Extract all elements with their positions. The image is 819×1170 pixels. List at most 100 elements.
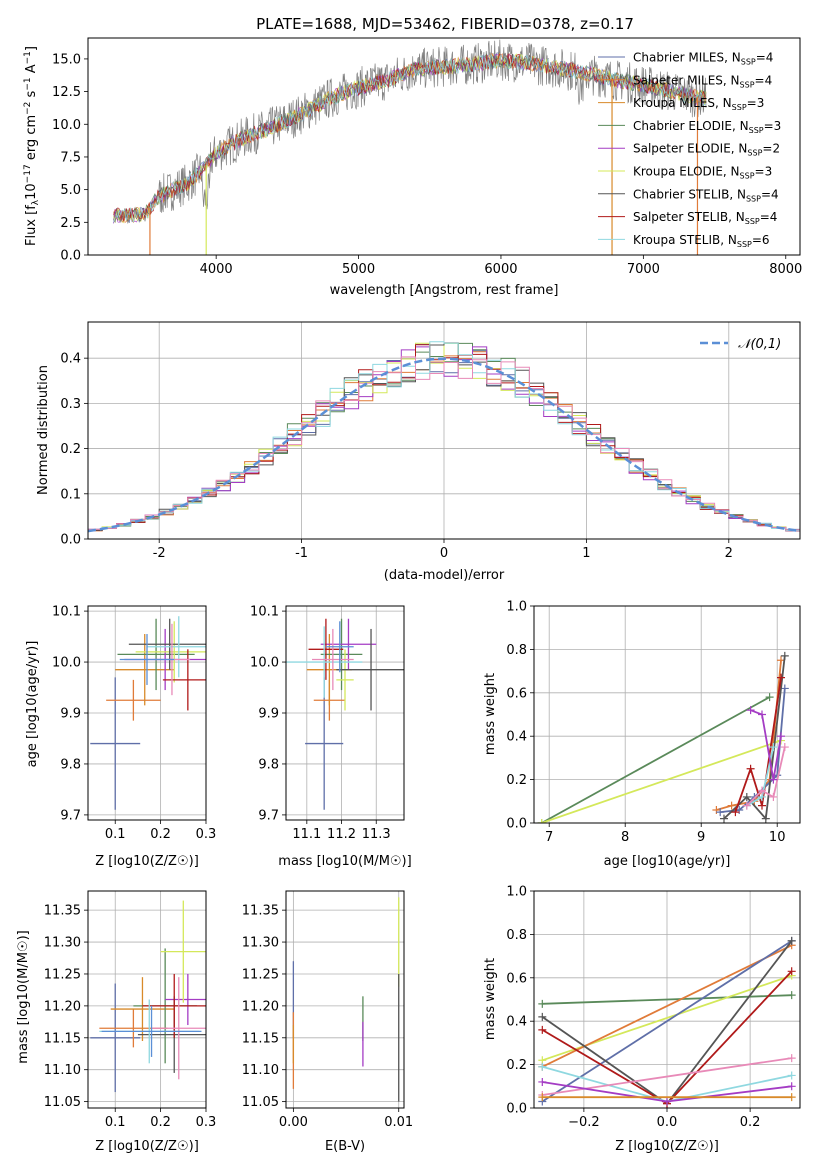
axes-frame [87,890,207,1109]
y-tick-label: 0.3 [60,397,81,412]
axes-frame [533,890,801,1109]
x-axis-label: age [log10(age/yr)] [604,854,731,869]
weight-line [541,696,771,823]
y-tick-label: 5.0 [60,183,81,198]
y-axis-label: mass weight [483,673,498,755]
legend-label: Salpeter ELODIE, NSSP=2 [633,142,780,158]
weight-line [746,746,775,807]
legend-label: 𝒩(0,1) [738,337,781,352]
y-tick-label: 0.4 [60,352,81,367]
y-tick-label: 11.35 [242,904,279,919]
spectrum-legend: Chabrier MILES, NSSP=4 Salpeter MILES, NS… [598,51,781,249]
x-tick-label: 0.0 [657,1115,678,1130]
y-tick-label: 10.1 [52,605,81,620]
y-tick-label: 0.0 [506,1102,527,1117]
y-tick-label: 11.20 [44,999,81,1014]
legend-label: Kroupa MILES, NSSP=3 [633,96,764,112]
y-tick-label: 10.0 [52,656,81,671]
x-tick-label: 11.1 [292,827,321,842]
y-tick-label: 11.15 [44,1031,81,1046]
y-tick-label: 0.4 [506,1015,527,1030]
weight-line [541,739,782,823]
x-tick-label: 0.1 [105,827,126,842]
y-tick-label: 11.05 [44,1095,81,1110]
panel-residuals: -2 -1 0 1 2 0.0 0.1 0.2 0.3 0.4 (data-model)/error… [36,321,801,583]
x-tick-label: 0.00 [279,1115,308,1130]
weight-marker [746,706,755,715]
legend-label: Chabrier STELIB, NSSP=4 [633,187,779,203]
y-tick-label: 11.25 [44,967,81,982]
y-tick-label: 10.1 [250,605,279,620]
y-tick-label: 9.8 [60,757,81,772]
y-tick-label: 9.7 [60,808,81,823]
y-tick-label: 0.2 [506,1058,527,1073]
x-axis-label: (data-model)/error [384,568,505,583]
y-tick-label: 0.6 [506,971,527,986]
plot-area [90,900,206,1093]
normal-curve [88,357,800,533]
y-tick-label: 11.10 [44,1063,81,1078]
legend-label: Salpeter STELIB, NSSP=4 [633,210,777,226]
y-axis-label: Flux [fλ10−17 erg cm−2 s−1 A−1] [23,46,41,246]
y-tick-label: 11.30 [242,936,279,951]
x-tick-label: −0.2 [568,1115,600,1130]
y-tick-label: 11.30 [44,936,81,951]
x-tick-label: 4000 [200,262,233,277]
x-tick-label: 6000 [484,262,517,277]
y-tick-label: 0.6 [506,686,527,701]
panel-age_vs_mass: 11.1 11.2 11.3 9.7 9.8 9.9 10.0 10.1 mass [log10… [250,605,412,869]
weight-line [716,660,782,811]
weight-marker [538,1012,547,1021]
axes-frame [285,890,405,1109]
y-tick-label: 12.5 [52,85,81,100]
x-tick-label: 10 [769,830,786,845]
y-tick-label: 11.20 [242,999,279,1014]
weight-line [542,1081,792,1103]
x-tick-label: 0 [440,546,448,561]
x-tick-label: 11.3 [362,827,391,842]
legend-label: Kroupa ELODIE, NSSP=3 [633,165,772,181]
panel-weight_vs_age: 7 8 9 10 0.0 0.2 0.4 0.6 0.8 1.0 age [log10(age/yr… [483,600,801,869]
figure-title: PLATE=1688, MJD=53462, FIBERID=0378, z=0… [256,15,634,33]
x-axis-label: Z [log10(Z/Z☉)] [95,854,199,869]
x-tick-label: 0.2 [150,827,171,842]
axes-frame [87,605,207,821]
weight-marker [537,819,546,823]
x-tick-label: 8 [621,830,629,845]
axes-frame [87,321,801,540]
y-axis-label: mass [log10(M/M☉)] [16,930,31,1063]
spectrum-model-line [113,53,707,222]
y-tick-label: 9.7 [258,808,279,823]
y-tick-label: 11.15 [242,1031,279,1046]
plot-area [292,897,400,1102]
y-tick-label: 7.5 [60,150,81,165]
weight-line [541,940,793,1103]
y-tick-label: 0.2 [506,773,527,788]
x-tick-label: 0.2 [740,1115,761,1130]
x-tick-label: 9 [697,830,705,845]
y-tick-label: 0.2 [60,442,81,457]
plot-area [537,651,789,823]
panel-age_vs_Z: 0.1 0.2 0.3 9.7 9.8 9.9 10.0 10.1 Z [log10(Z/Z☉)… [25,605,216,869]
y-tick-label: 10.0 [250,656,279,671]
y-tick-label: 15.0 [52,52,81,67]
x-tick-label: 7 [545,830,553,845]
y-tick-label: 0.4 [506,730,527,745]
x-tick-label: 8000 [769,262,802,277]
x-tick-label: 2 [725,546,733,561]
x-axis-label: mass [log10(M/M☉)] [278,854,411,869]
legend-label: Salpeter MILES, NSSP=4 [633,73,772,89]
y-axis-label: mass weight [483,958,498,1040]
x-axis-label: wavelength [Angstrom, rest frame] [330,283,559,298]
y-tick-label: 11.05 [242,1095,279,1110]
x-axis-label: Z [log10(Z/Z☉)] [95,1139,199,1154]
y-tick-label: 0.0 [60,249,81,264]
panel-mass_vs_ebv: 0.00 0.01 11.05 11.10 11.15 11.20 11.25 11.30 11… [242,890,413,1154]
y-tick-label: 1.0 [506,600,527,615]
y-tick-label: 11.10 [242,1063,279,1078]
histogram-step [88,341,800,532]
spectrum-data-line [113,39,707,220]
x-tick-label: 0.01 [384,1115,413,1130]
legend-label: Chabrier ELODIE, NSSP=3 [633,119,781,135]
axes-frame [533,605,801,824]
